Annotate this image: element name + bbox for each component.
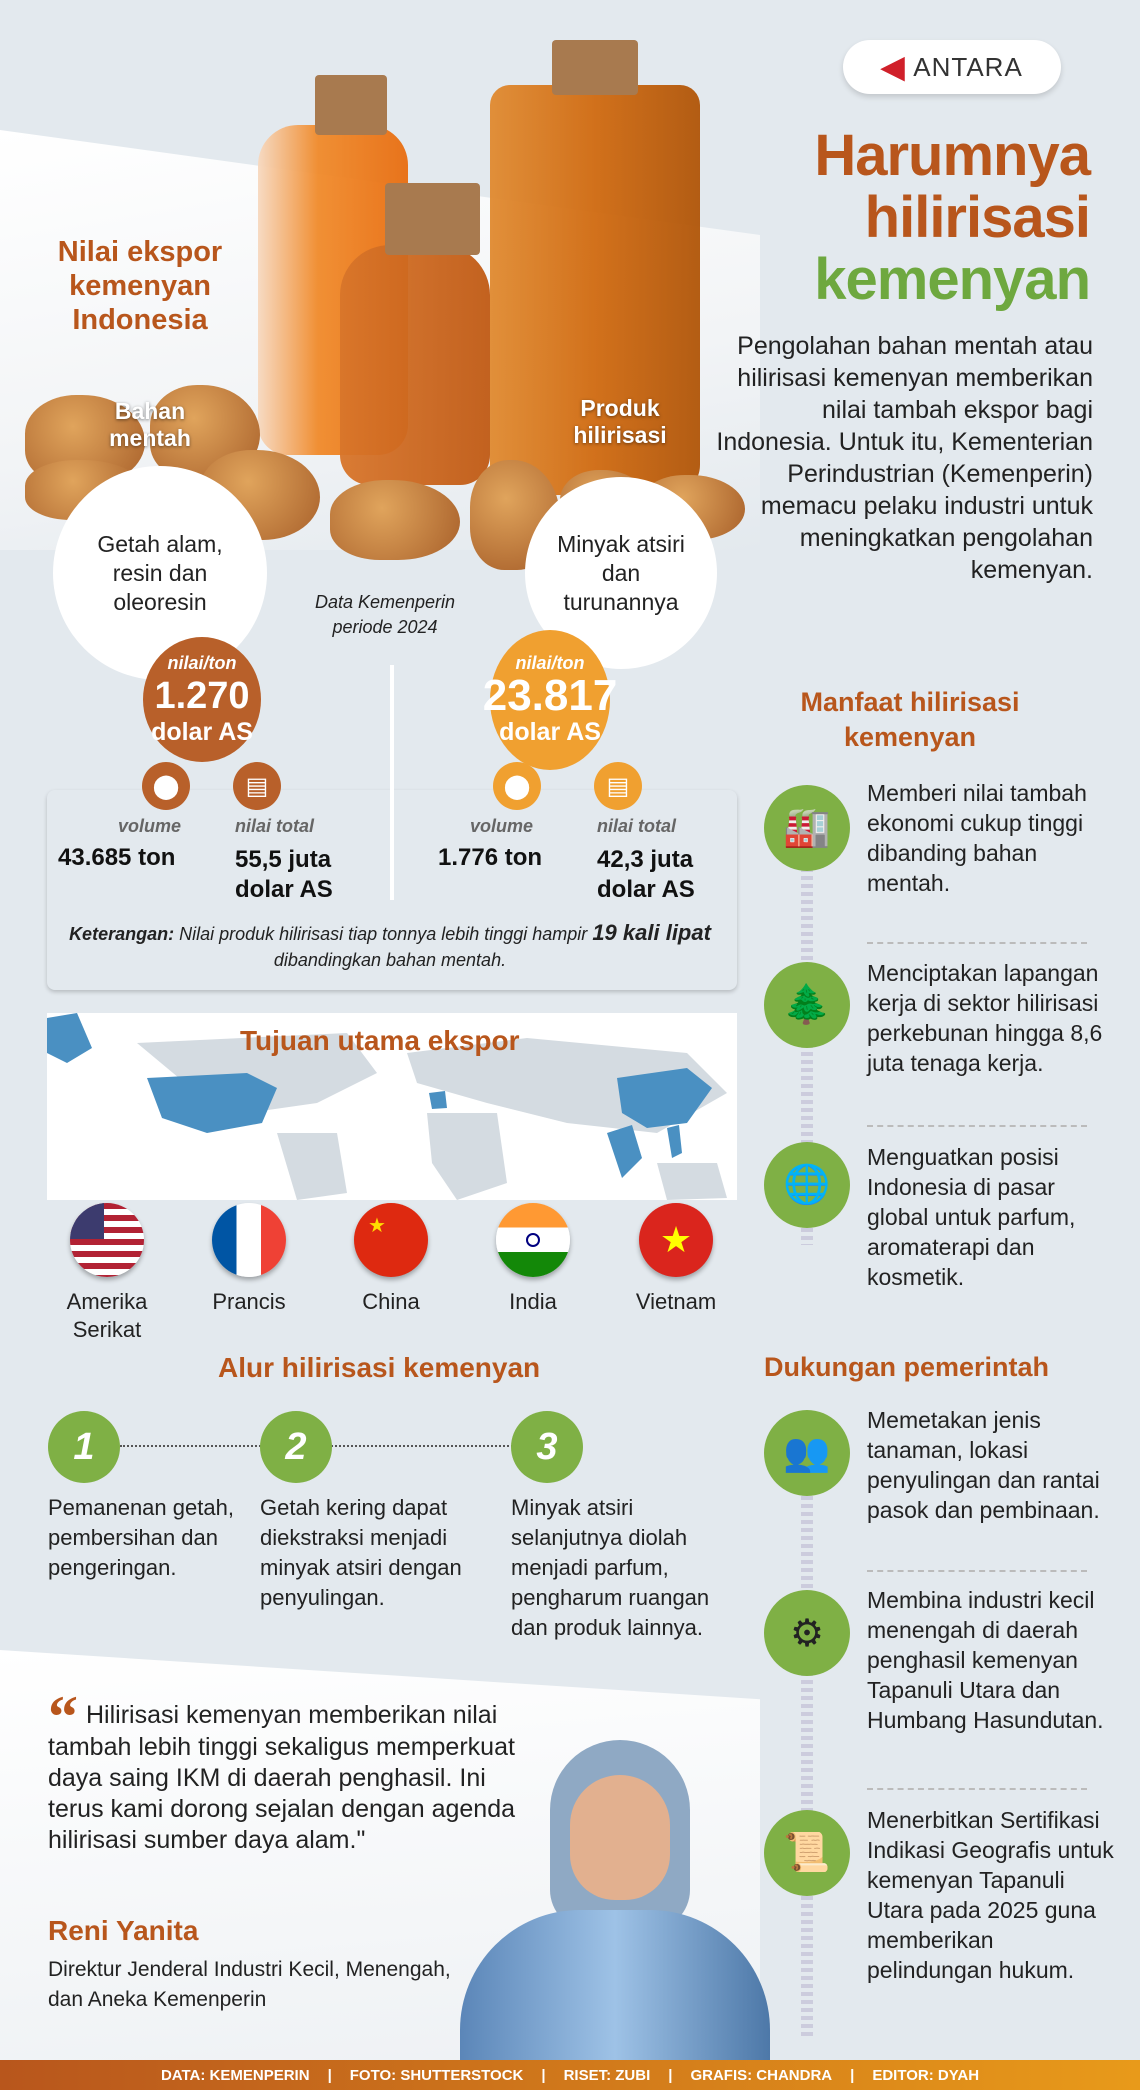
quote-text: Hilirisasi kemenyan memberikan nilai tam… bbox=[48, 1701, 516, 1854]
processed-desc: Minyak atsiri dan turunannya bbox=[557, 530, 685, 615]
flag-france-icon bbox=[212, 1203, 286, 1277]
credit: FOTO: SHUTTERSTOCK bbox=[349, 2066, 524, 2084]
note-text: dibandingkan bahan mentah. bbox=[273, 950, 507, 970]
workers-icon: 🌲 bbox=[764, 962, 850, 1048]
processed-volume: 1.776 ton bbox=[438, 844, 543, 871]
data-source: Data Kemenperin periode 2024 bbox=[314, 592, 456, 637]
export-note: Keterangan: Nilai produk hilirisasi tiap… bbox=[60, 920, 720, 973]
per-ton-label: nilai/ton bbox=[167, 652, 237, 673]
resin-pile-icon: ⬤ bbox=[493, 762, 541, 810]
flag-india-icon bbox=[496, 1203, 570, 1277]
highlighted-countries bbox=[47, 1013, 712, 1178]
note-highlight: 19 kali lipat bbox=[592, 920, 711, 945]
processed-total: 42,3 juta dolar AS bbox=[597, 846, 695, 903]
support-item: Membina industri kecil menengah di daera… bbox=[867, 1587, 1104, 1733]
antara-mark-icon: ◀ bbox=[881, 50, 906, 84]
export-title: Nilai ekspor kemenyan Indonesia bbox=[57, 236, 223, 336]
separator bbox=[867, 1570, 1087, 1572]
separator bbox=[867, 1788, 1087, 1790]
support-item: Memetakan jenis tanaman, lokasi penyulin… bbox=[867, 1407, 1100, 1523]
note-text: Nilai produk hilirisasi tiap tonnya lebi… bbox=[174, 924, 593, 944]
processed-desc-circle: Minyak atsiri dan turunannya bbox=[525, 477, 717, 669]
unit-label: dolar AS bbox=[151, 717, 253, 746]
divider bbox=[390, 665, 394, 900]
intro-text: Pengolahan bahan mentah atau hilirisasi … bbox=[716, 332, 1093, 584]
processed-per-ton-value: 23.817 bbox=[482, 671, 618, 720]
credit: DATA: KEMENPERIN bbox=[160, 2066, 310, 2084]
title-line-2: hilirisasi bbox=[864, 185, 1091, 250]
benefit-item: Menciptakan lapangan kerja di sektor hil… bbox=[867, 960, 1103, 1076]
processed-total-label: nilai total bbox=[597, 816, 677, 836]
step-number: 2 bbox=[260, 1411, 332, 1483]
country-label: Prancis bbox=[212, 1289, 286, 1314]
title-line-3: kemenyan bbox=[814, 247, 1091, 312]
raw-total: 55,5 juta dolar AS bbox=[235, 846, 333, 903]
flag-vietnam-icon: ★ bbox=[639, 1203, 713, 1277]
flow-title: Alur hilirisasi kemenyan bbox=[218, 1352, 541, 1383]
flag-usa-icon bbox=[70, 1203, 144, 1277]
destinations-title: Tujuan utama ekspor bbox=[240, 1025, 520, 1056]
raw-volume-label: volume bbox=[118, 816, 182, 836]
step-number: 1 bbox=[48, 1411, 120, 1483]
title-line-1: Harumnya bbox=[814, 123, 1091, 188]
raw-per-ton-badge: nilai/ton 1.270 dolar AS bbox=[143, 637, 261, 762]
processed-volume-label: volume bbox=[470, 816, 534, 836]
money-stack-icon: ▤ bbox=[233, 762, 281, 810]
portrait bbox=[440, 1740, 790, 2060]
quote: “Hilirisasi kemenyan memberikan nilai ta… bbox=[48, 1687, 528, 1856]
support-title: Dukungan pemerintah bbox=[764, 1352, 1050, 1382]
country-label: Vietnam bbox=[635, 1289, 717, 1314]
quote-author-role: Direktur Jenderal Industri Kecil, Meneng… bbox=[48, 1958, 451, 2011]
resin-pile-icon: ⬤ bbox=[142, 762, 190, 810]
global-market-icon: 🌐 bbox=[764, 1142, 850, 1228]
quote-author: Reni Yanita bbox=[48, 1915, 199, 1946]
timeline-line bbox=[801, 1480, 813, 2040]
country-label: Amerika Serikat bbox=[66, 1289, 148, 1342]
certificate-icon: 📜 bbox=[764, 1810, 850, 1896]
raw-label: Bahan mentah bbox=[109, 398, 191, 451]
industry-machine-icon: ⚙ bbox=[764, 1590, 850, 1676]
step-number: 3 bbox=[511, 1411, 583, 1483]
unit-label: dolar AS bbox=[499, 718, 601, 746]
page-title: Harumnya hilirisasi kemenyan bbox=[814, 123, 1091, 312]
mapping-people-icon: 👥 bbox=[764, 1410, 850, 1496]
processed-per-ton-badge: nilai/ton 23.817 dolar AS bbox=[483, 630, 617, 770]
raw-per-ton-value: 1.270 bbox=[154, 674, 250, 717]
country-label: China bbox=[362, 1289, 420, 1314]
raw-volume: 43.685 ton bbox=[58, 844, 176, 871]
benefit-item: Menguatkan posisi Indonesia di pasar glo… bbox=[867, 1144, 1076, 1290]
flag-china-icon: ★ bbox=[354, 1203, 428, 1277]
note-label: Keterangan: bbox=[69, 924, 175, 944]
step-text: Getah kering dapat diekstraksi menjadi m… bbox=[260, 1495, 462, 1610]
credit: RISET: ZUBI bbox=[563, 2066, 651, 2084]
money-stack-icon: ▤ bbox=[594, 762, 642, 810]
per-ton-label: nilai/ton bbox=[515, 653, 585, 673]
step-text: Minyak atsiri selanjutnya diolah menjadi… bbox=[511, 1495, 710, 1640]
raw-desc: Getah alam, resin dan oleoresin bbox=[97, 530, 223, 615]
world-map bbox=[47, 1013, 737, 1200]
economy-value-icon: 🏭 bbox=[764, 785, 850, 871]
logo-text: ANTARA bbox=[913, 51, 1023, 82]
separator bbox=[867, 1125, 1087, 1127]
antara-logo: ◀ ANTARA bbox=[843, 40, 1061, 94]
raw-total-label: nilai total bbox=[235, 816, 315, 836]
separator bbox=[867, 942, 1087, 944]
benefit-item: Memberi nilai tambah ekonomi cukup tingg… bbox=[867, 780, 1087, 896]
credit: GRAFIS: CHANDRA bbox=[690, 2066, 833, 2084]
credits-footer: DATA: KEMENPERIN | FOTO: SHUTTERSTOCK | RI… bbox=[0, 2060, 1140, 2090]
step-text: Pemanenan getah, pembersihan dan pengeri… bbox=[48, 1495, 234, 1580]
benefits-title: Manfaat hilirisasi kemenyan bbox=[800, 687, 1020, 752]
support-item: Menerbitkan Sertifikasi Indikasi Geograf… bbox=[867, 1807, 1114, 1983]
processed-label: Produk hilirisasi bbox=[573, 395, 667, 448]
country-label: India bbox=[509, 1289, 557, 1314]
credit: EDITOR: DYAH bbox=[872, 2066, 980, 2084]
